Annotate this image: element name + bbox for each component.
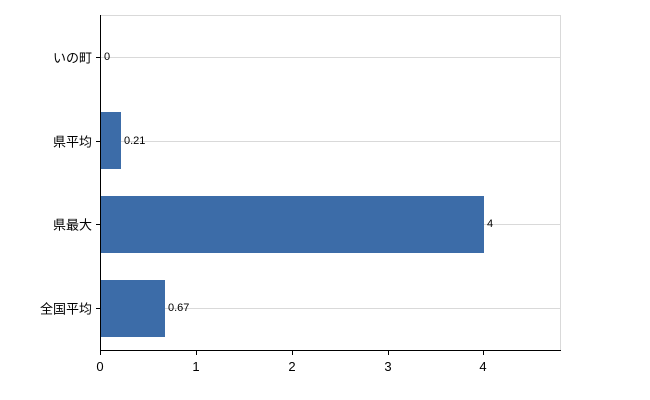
value-label: 0.67 xyxy=(168,302,190,315)
plot-border-top xyxy=(100,15,560,16)
category-label: いの町 xyxy=(52,50,92,66)
x-axis-tick xyxy=(388,350,389,355)
value-label: 0 xyxy=(104,50,111,63)
value-label: 4 xyxy=(487,218,494,231)
value-label: 0.21 xyxy=(124,134,146,147)
category-gridline xyxy=(100,308,560,309)
category-gridline xyxy=(100,57,560,58)
bar xyxy=(101,280,165,337)
bar xyxy=(101,196,484,253)
y-axis-tick xyxy=(96,224,100,225)
x-axis-tick xyxy=(483,350,484,355)
x-tick-label: 0 xyxy=(96,359,104,374)
x-axis-line xyxy=(100,350,561,351)
plot-border-right xyxy=(560,15,561,350)
category-label: 全国平均 xyxy=(39,301,92,317)
y-axis-tick xyxy=(96,308,100,309)
category-label: 県平均 xyxy=(52,134,92,150)
bar xyxy=(101,112,121,169)
x-axis-tick xyxy=(292,350,293,355)
x-tick-label: 4 xyxy=(479,359,487,374)
y-axis-tick xyxy=(96,141,100,142)
x-axis-tick xyxy=(100,350,101,355)
x-tick-label: 1 xyxy=(192,359,200,374)
x-tick-label: 3 xyxy=(384,359,392,374)
x-tick-label: 2 xyxy=(288,359,296,374)
category-label: 県最大 xyxy=(52,217,92,233)
x-axis-tick xyxy=(196,350,197,355)
y-axis-tick xyxy=(96,57,100,58)
category-gridline xyxy=(100,141,560,142)
y-axis-line xyxy=(100,15,101,350)
